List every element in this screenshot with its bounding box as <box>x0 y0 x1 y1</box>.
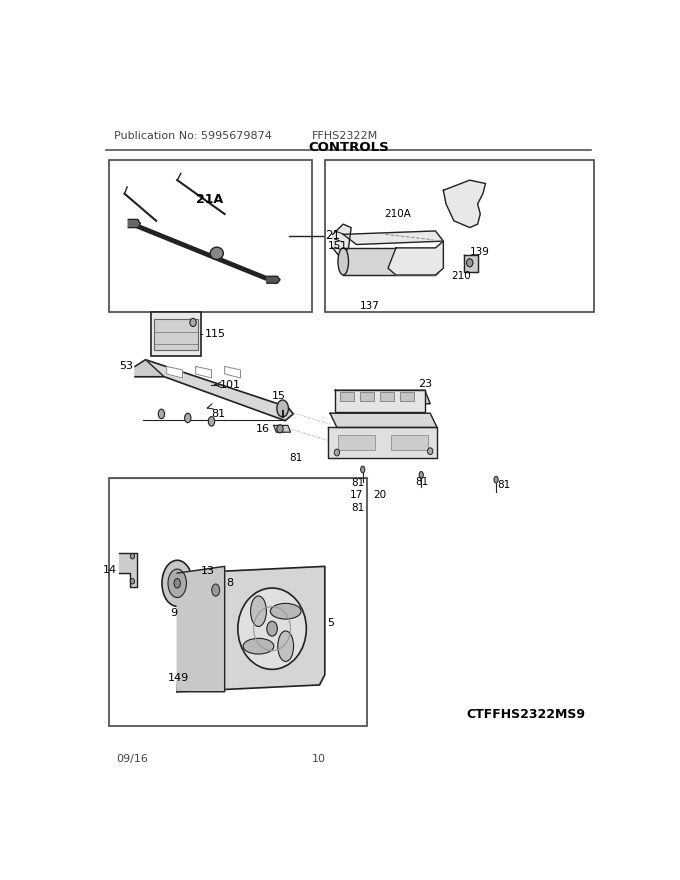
Polygon shape <box>129 219 140 228</box>
Ellipse shape <box>338 248 348 275</box>
Ellipse shape <box>208 578 224 602</box>
Text: 149: 149 <box>168 673 190 684</box>
Text: 81: 81 <box>211 409 226 419</box>
Ellipse shape <box>158 409 165 419</box>
Polygon shape <box>177 567 325 692</box>
Text: 8: 8 <box>226 578 233 589</box>
Polygon shape <box>388 241 443 275</box>
Ellipse shape <box>360 466 365 473</box>
Text: 101: 101 <box>220 380 241 390</box>
Polygon shape <box>335 390 425 412</box>
Polygon shape <box>196 366 211 378</box>
Text: 13: 13 <box>201 566 215 576</box>
Text: 9: 9 <box>170 608 177 619</box>
Bar <box>109 478 367 726</box>
Text: 115: 115 <box>205 329 226 339</box>
Text: 16: 16 <box>256 424 269 434</box>
Text: 210: 210 <box>452 271 471 282</box>
Ellipse shape <box>243 638 274 654</box>
Bar <box>400 392 414 401</box>
Bar <box>390 435 428 450</box>
Text: 81: 81 <box>497 480 511 490</box>
Polygon shape <box>330 414 437 428</box>
Polygon shape <box>167 366 182 378</box>
Ellipse shape <box>430 248 441 275</box>
Text: 10: 10 <box>311 754 326 764</box>
Ellipse shape <box>131 578 135 584</box>
Text: FFHS2322M: FFHS2322M <box>311 130 378 141</box>
Text: 81: 81 <box>289 453 302 463</box>
Text: 15: 15 <box>272 391 286 401</box>
Polygon shape <box>464 254 477 272</box>
Text: 21: 21 <box>325 229 340 242</box>
Text: 151: 151 <box>328 241 347 251</box>
Text: Publication No: 5995679874: Publication No: 5995679874 <box>114 130 272 141</box>
Polygon shape <box>443 180 486 228</box>
Bar <box>325 160 594 312</box>
Ellipse shape <box>267 621 277 636</box>
Bar <box>109 160 311 312</box>
Ellipse shape <box>168 569 186 598</box>
Text: 14: 14 <box>103 565 117 575</box>
Polygon shape <box>119 553 137 587</box>
Ellipse shape <box>494 476 498 483</box>
Text: 137: 137 <box>360 301 379 311</box>
Polygon shape <box>328 428 437 458</box>
Ellipse shape <box>190 319 197 326</box>
Polygon shape <box>343 231 443 245</box>
Ellipse shape <box>184 414 191 422</box>
Text: 20: 20 <box>373 490 387 500</box>
Polygon shape <box>333 224 351 258</box>
Bar <box>151 312 201 356</box>
Ellipse shape <box>466 259 473 267</box>
Ellipse shape <box>271 604 301 619</box>
Polygon shape <box>177 567 224 692</box>
Ellipse shape <box>238 588 306 670</box>
Text: 21A: 21A <box>196 193 223 206</box>
Text: 23: 23 <box>418 378 432 389</box>
Bar <box>379 392 394 401</box>
Polygon shape <box>135 360 293 421</box>
Bar <box>338 435 375 450</box>
Polygon shape <box>343 248 435 275</box>
Ellipse shape <box>278 631 294 662</box>
Ellipse shape <box>211 584 220 596</box>
Text: CONTROLS: CONTROLS <box>308 141 389 154</box>
Ellipse shape <box>131 554 135 559</box>
Ellipse shape <box>162 561 192 606</box>
Text: CTFFHS2322MS9: CTFFHS2322MS9 <box>466 708 585 721</box>
Text: 53: 53 <box>120 361 133 370</box>
Polygon shape <box>273 425 290 432</box>
Polygon shape <box>135 360 164 377</box>
Bar <box>154 319 199 349</box>
Ellipse shape <box>208 416 215 426</box>
Ellipse shape <box>174 578 180 588</box>
Ellipse shape <box>277 425 283 433</box>
Text: 81: 81 <box>352 478 364 488</box>
Ellipse shape <box>250 596 267 627</box>
Polygon shape <box>267 276 280 283</box>
Ellipse shape <box>428 448 432 455</box>
Text: 139: 139 <box>470 247 490 257</box>
Text: 5: 5 <box>328 619 335 628</box>
Text: 17: 17 <box>350 490 363 500</box>
Ellipse shape <box>335 449 339 456</box>
Ellipse shape <box>419 472 424 478</box>
Polygon shape <box>224 366 241 378</box>
Text: 81: 81 <box>352 503 364 513</box>
Text: 210A: 210A <box>384 209 411 219</box>
Bar <box>360 392 374 401</box>
Ellipse shape <box>277 400 288 417</box>
Text: 09/16: 09/16 <box>117 754 148 764</box>
Bar <box>339 392 354 401</box>
Text: 81: 81 <box>415 477 429 487</box>
Polygon shape <box>335 390 430 404</box>
Ellipse shape <box>210 247 223 260</box>
